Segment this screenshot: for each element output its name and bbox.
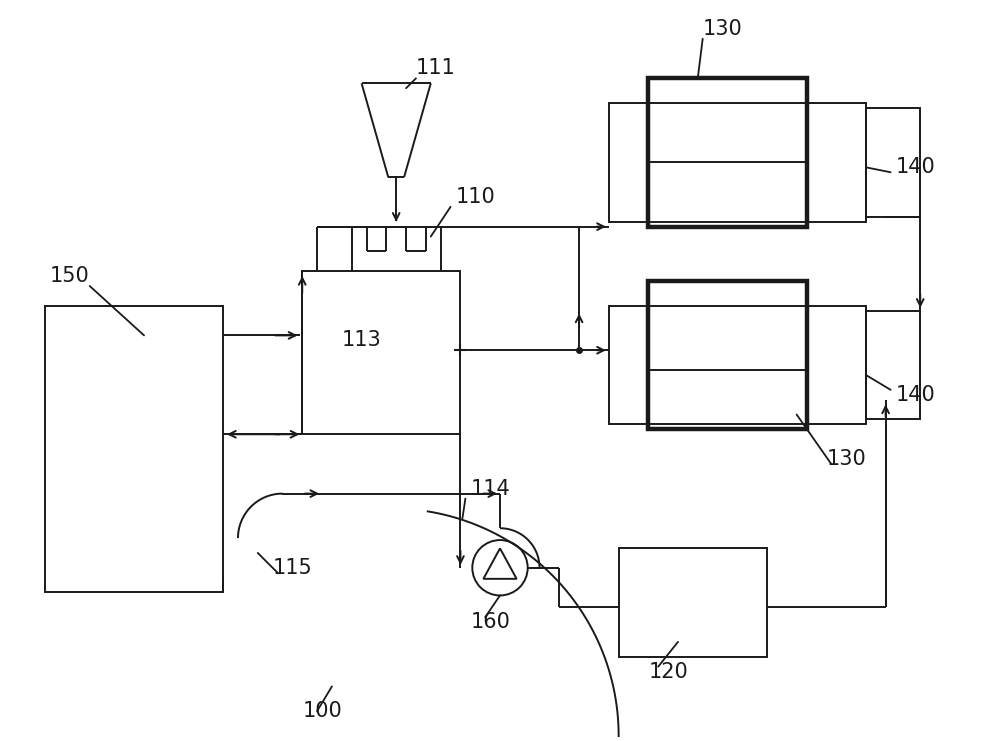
Bar <box>866 310 920 419</box>
Bar <box>648 79 807 227</box>
Text: 140: 140 <box>896 385 935 405</box>
Text: 110: 110 <box>456 187 495 207</box>
Bar <box>609 103 866 222</box>
Text: 114: 114 <box>470 479 510 499</box>
Text: 111: 111 <box>416 59 456 79</box>
Text: 113: 113 <box>342 330 381 350</box>
Bar <box>866 108 920 217</box>
Bar <box>619 548 767 657</box>
Bar <box>609 306 866 425</box>
Bar <box>45 306 223 593</box>
Text: 115: 115 <box>273 558 312 578</box>
Text: 160: 160 <box>470 612 510 632</box>
Text: 130: 130 <box>703 19 742 39</box>
Text: 150: 150 <box>50 266 90 286</box>
Bar <box>648 281 807 429</box>
Text: 130: 130 <box>826 449 866 469</box>
Text: 140: 140 <box>896 157 935 177</box>
Text: 120: 120 <box>648 662 688 682</box>
Text: 100: 100 <box>302 701 342 721</box>
Bar <box>302 271 460 434</box>
